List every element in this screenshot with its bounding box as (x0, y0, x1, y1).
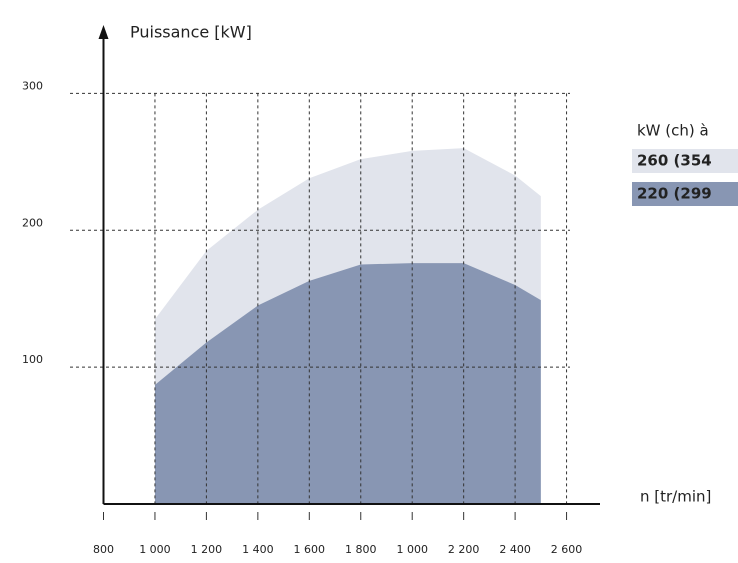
x-tick-label: 1 800 (345, 543, 377, 556)
legend-swatch (632, 182, 738, 206)
x-tick-label: 1 200 (191, 543, 223, 556)
x-tick-label: 2 200 (448, 543, 480, 556)
x-tick-label: 2 400 (499, 543, 531, 556)
y-tick-label: 100 (22, 353, 43, 366)
x-tick-label: 800 (93, 543, 114, 556)
y-axis-label: Puissance [kW] (130, 23, 252, 42)
legend-swatch (632, 149, 738, 173)
legend-title: kW (ch) à (637, 122, 709, 140)
legend-label: 260 (354 (637, 152, 712, 170)
x-tick-label: 1 000 (139, 543, 171, 556)
y-axis-arrow (98, 25, 109, 39)
legend-label: 220 (299 (637, 185, 712, 203)
y-tick-label: 300 (22, 79, 43, 92)
x-tick-label: 1 400 (242, 543, 274, 556)
x-tick-label: 1 600 (294, 543, 326, 556)
x-axis-label: n [tr/min] (640, 488, 711, 506)
x-tick-label: 2 600 (551, 543, 583, 556)
area (154, 263, 541, 504)
y-tick-label: 200 (22, 216, 43, 229)
x-tick-label: 1 000 (396, 543, 428, 556)
